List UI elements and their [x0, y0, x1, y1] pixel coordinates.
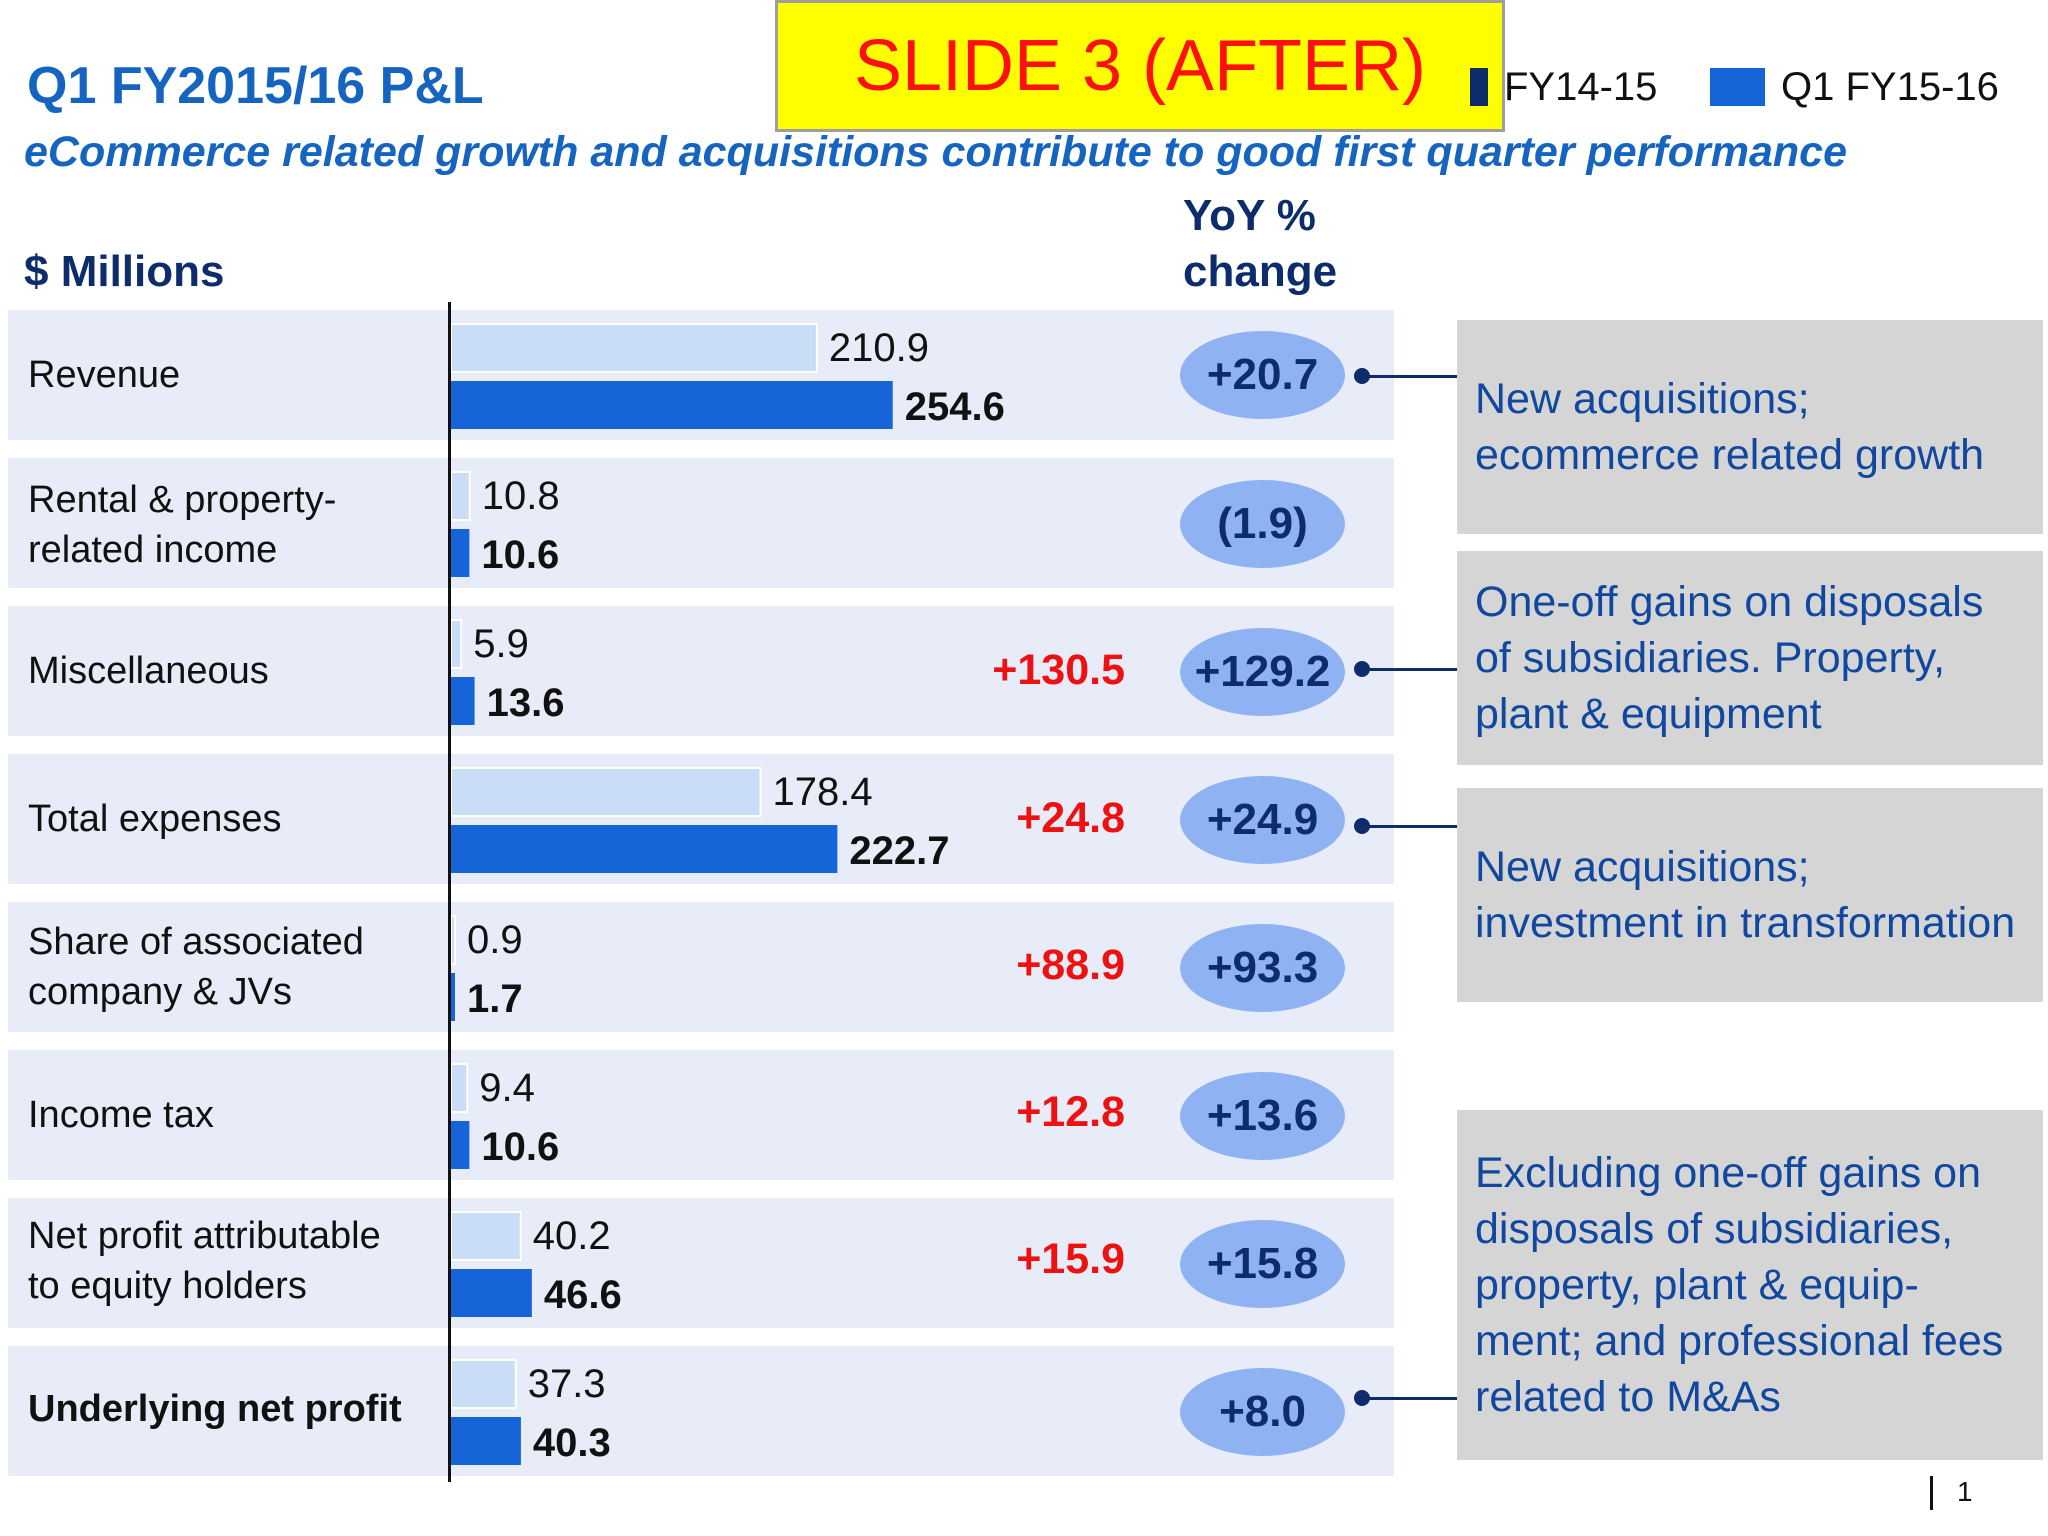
bar-label-prev-0: 210.9 [829, 326, 929, 370]
row-label-line: company & JVs [28, 971, 292, 1013]
page-title: Q1 FY2015/16 P&L [27, 57, 484, 115]
yoy-badge-revenue: +20.7 [1180, 331, 1345, 419]
connector-line [1362, 1397, 1457, 1400]
bar-label-curr-3: 222.7 [849, 829, 949, 873]
row-label-line: Miscellaneous [28, 650, 269, 692]
bar-curr-0 [451, 381, 893, 429]
legend-item-prev: FY14-15 [1470, 62, 1657, 112]
row-label-associates: Share of associated company & JVs [28, 917, 448, 1017]
units-label: $ Millions [24, 247, 225, 296]
bar-label-prev-7: 37.3 [528, 1362, 606, 1406]
yoy-badge-income-tax: +13.6 [1180, 1072, 1345, 1160]
bar-curr-5 [451, 1121, 470, 1169]
legend-label-curr: Q1 FY15-16 [1781, 64, 1999, 109]
row-label-rental: Rental & property- related income [28, 475, 448, 575]
bar-prev-2 [450, 619, 463, 669]
row-band [8, 1346, 1394, 1476]
bar-label-curr-6: 46.6 [544, 1273, 622, 1317]
bar-prev-4 [450, 915, 456, 965]
bar-curr-4 [451, 973, 455, 1021]
connector-line [1362, 375, 1457, 378]
row-label-net-profit: Net profit attributable to equity holder… [28, 1211, 448, 1311]
bar-label-curr-2: 13.6 [487, 681, 565, 725]
bar-curr-3 [451, 825, 838, 873]
row-label-line: Share of associated [28, 921, 364, 963]
row-label-line: Income tax [28, 1094, 214, 1136]
note-box-revenue: New acquisitions; ecommerce related grow… [1457, 320, 2043, 534]
row-band [8, 1050, 1394, 1180]
bar-label-curr-5: 10.6 [481, 1125, 559, 1169]
alt-change-net-profit: +15.9 [1016, 1235, 1125, 1283]
row-label-line: Rental & property- [28, 479, 337, 521]
legend-swatch-prev [1470, 68, 1488, 106]
bar-label-prev-1: 10.8 [482, 474, 560, 518]
alt-change-expenses: +24.8 [1016, 794, 1125, 842]
bar-label-prev-4: 0.9 [467, 918, 523, 962]
note-box-expenses: New acquisitions; investment in transfor… [1457, 788, 2043, 1002]
row-label-line: Underlying net profit [28, 1388, 402, 1430]
bar-prev-6 [450, 1211, 522, 1261]
bar-label-prev-5: 9.4 [479, 1066, 535, 1110]
legend-label-prev: FY14-15 [1504, 64, 1658, 109]
chart-axis [448, 302, 451, 1482]
bar-prev-1 [450, 471, 471, 521]
bar-prev-7 [450, 1359, 517, 1409]
slide-banner: SLIDE 3 (AFTER) [775, 0, 1505, 132]
row-band [8, 902, 1394, 1032]
bar-curr-6 [451, 1269, 532, 1317]
yoy-badge-underlying: +8.0 [1180, 1368, 1345, 1456]
bar-curr-2 [451, 677, 475, 725]
alt-change-associates: +88.9 [1016, 941, 1125, 989]
alt-change-misc: +130.5 [992, 646, 1125, 694]
page-number-separator [1930, 1476, 1933, 1510]
yoy-badge-net-profit: +15.8 [1180, 1220, 1345, 1308]
note-box-underlying: Excluding one-off gains on disposals of … [1457, 1110, 2043, 1460]
bar-prev-3 [450, 767, 762, 817]
yoy-badge-rental: (1.9) [1180, 480, 1345, 568]
yoy-header: YoY % change [1183, 188, 1337, 300]
row-label-line: to equity holders [28, 1265, 307, 1307]
row-label-expenses: Total expenses [28, 794, 448, 844]
row-label-line: related income [28, 529, 278, 571]
bar-label-curr-1: 10.6 [481, 533, 559, 577]
alt-change-income-tax: +12.8 [1016, 1088, 1125, 1136]
row-label-misc: Miscellaneous [28, 646, 448, 696]
row-label-underlying: Underlying net profit [28, 1384, 448, 1434]
bar-curr-1 [451, 529, 470, 577]
row-band [8, 606, 1394, 736]
row-band [8, 458, 1394, 588]
page-number: 1 [1957, 1476, 1973, 1507]
row-band [8, 1198, 1394, 1328]
connector-line [1362, 668, 1457, 671]
bar-label-prev-3: 178.4 [773, 770, 873, 814]
connector-line [1362, 825, 1457, 828]
bar-label-curr-0: 254.6 [905, 385, 1005, 429]
yoy-badge-associates: +93.3 [1180, 924, 1345, 1012]
bar-prev-5 [450, 1063, 469, 1113]
yoy-header-line1: YoY % [1183, 191, 1316, 240]
bar-label-prev-2: 5.9 [473, 622, 529, 666]
row-label-income-tax: Income tax [28, 1090, 448, 1140]
yoy-badge-misc: +129.2 [1180, 628, 1345, 716]
legend-item-curr: Q1 FY15-16 [1710, 62, 1999, 112]
row-label-line: Net profit attributable [28, 1215, 381, 1257]
page-subtitle: eCommerce related growth and acquisition… [24, 128, 1848, 176]
yoy-badge-expenses: +24.9 [1180, 776, 1345, 864]
row-label-line: Revenue [28, 354, 181, 396]
bar-label-curr-7: 40.3 [533, 1421, 611, 1465]
bar-prev-0 [450, 323, 818, 373]
bar-label-prev-6: 40.2 [533, 1214, 611, 1258]
row-label-line: Total expenses [28, 798, 282, 840]
legend-swatch-curr [1710, 68, 1765, 106]
row-label-revenue: Revenue [28, 350, 448, 400]
yoy-header-line2: change [1183, 247, 1338, 296]
note-box-misc: One-off gains on disposals of subsidiari… [1457, 551, 2043, 765]
bar-curr-7 [451, 1417, 521, 1465]
bar-label-curr-4: 1.7 [467, 977, 523, 1021]
